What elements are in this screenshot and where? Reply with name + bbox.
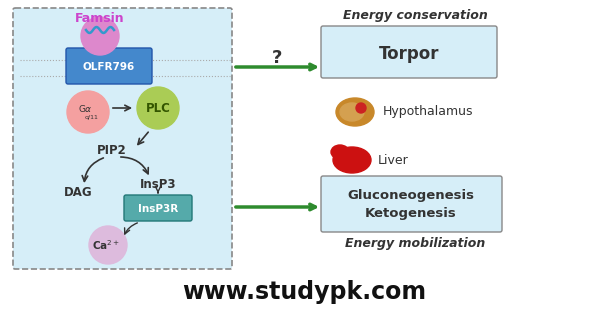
Circle shape: [81, 17, 119, 55]
FancyBboxPatch shape: [321, 176, 502, 232]
Circle shape: [356, 103, 366, 113]
Ellipse shape: [336, 98, 374, 126]
Circle shape: [137, 87, 179, 129]
Text: Torpor: Torpor: [379, 45, 439, 63]
Text: Energy conservation: Energy conservation: [343, 8, 488, 21]
Text: Gluconeogenesis
Ketogenesis: Gluconeogenesis Ketogenesis: [348, 188, 474, 219]
Text: q/11: q/11: [85, 115, 99, 120]
FancyBboxPatch shape: [124, 195, 192, 221]
Ellipse shape: [331, 145, 349, 159]
Text: InsP3R: InsP3R: [138, 204, 178, 214]
Ellipse shape: [340, 103, 364, 121]
Text: OLFR796: OLFR796: [83, 62, 135, 72]
Text: Liver: Liver: [378, 154, 409, 166]
Text: ?: ?: [272, 49, 282, 67]
Text: Ca$^{2+}$: Ca$^{2+}$: [92, 238, 120, 252]
Text: www.studypk.com: www.studypk.com: [182, 280, 426, 304]
Text: G$\alpha$: G$\alpha$: [78, 104, 92, 115]
FancyBboxPatch shape: [321, 26, 497, 78]
FancyBboxPatch shape: [66, 48, 152, 84]
Text: PLC: PLC: [145, 101, 170, 115]
Circle shape: [67, 91, 109, 133]
Text: Famsin: Famsin: [75, 13, 125, 25]
Text: DAG: DAG: [64, 187, 92, 199]
Text: Hypothalamus: Hypothalamus: [383, 106, 474, 118]
Text: InsP3: InsP3: [140, 178, 176, 192]
Text: Energy mobilization: Energy mobilization: [345, 237, 485, 251]
Circle shape: [89, 226, 127, 264]
FancyBboxPatch shape: [13, 8, 232, 269]
Ellipse shape: [333, 147, 371, 173]
Text: PIP2: PIP2: [97, 143, 127, 156]
